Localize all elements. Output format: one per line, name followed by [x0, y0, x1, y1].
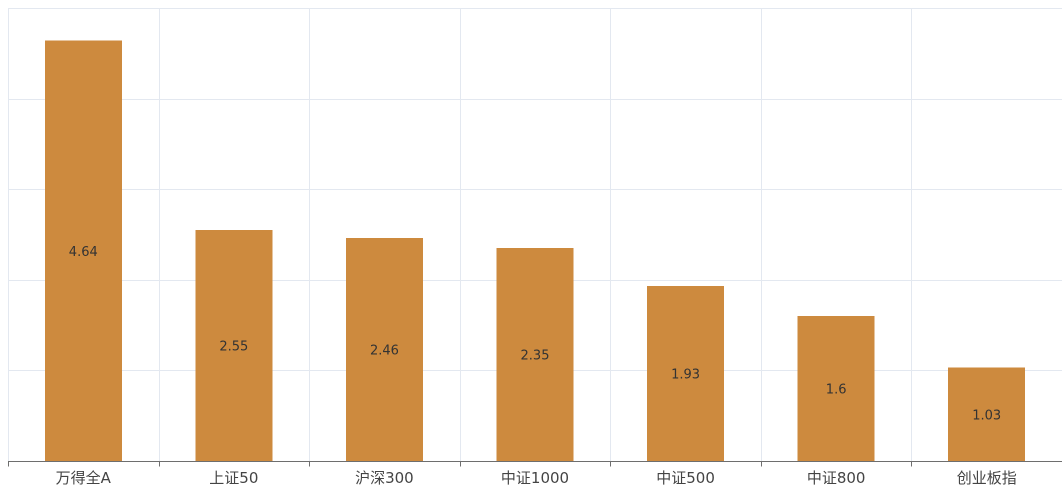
bar-7 [948, 367, 1026, 461]
x-tick-label: 上证50 [209, 469, 258, 487]
bar-data-label: 2.35 [521, 349, 550, 364]
bar-6 [797, 316, 875, 461]
bar-data-label: 2.55 [219, 340, 248, 355]
x-tick-label: 万得全A [56, 469, 112, 487]
bar-2 [195, 230, 273, 461]
bar-4 [496, 248, 574, 461]
x-axis-tick-labels: 万得全A 上证50 沪深300 中证1000 中证500 中证800 创业板指 [56, 469, 1017, 487]
chart-data-labels: 4.64 2.55 2.46 2.35 1.93 1.6 1.03 [69, 245, 1001, 423]
bar-data-label: 4.64 [69, 245, 98, 260]
chart-bars [44, 40, 1026, 461]
x-tick-label: 中证800 [807, 469, 866, 487]
bar-5 [647, 286, 725, 461]
bar-3 [345, 238, 423, 461]
bar-data-label: 1.6 [826, 383, 847, 398]
x-tick-label: 创业板指 [957, 469, 1017, 487]
bar-data-label: 1.03 [972, 408, 1001, 423]
bar-data-label: 1.93 [671, 368, 700, 383]
bar-data-label: 2.46 [370, 344, 399, 359]
x-tick-label: 沪深300 [355, 469, 414, 487]
bar-1 [44, 40, 122, 461]
x-tick-label: 中证1000 [501, 469, 569, 487]
x-axis [8, 461, 1062, 467]
x-tick-label: 中证500 [656, 469, 715, 487]
chart-gridlines [8, 8, 1062, 461]
